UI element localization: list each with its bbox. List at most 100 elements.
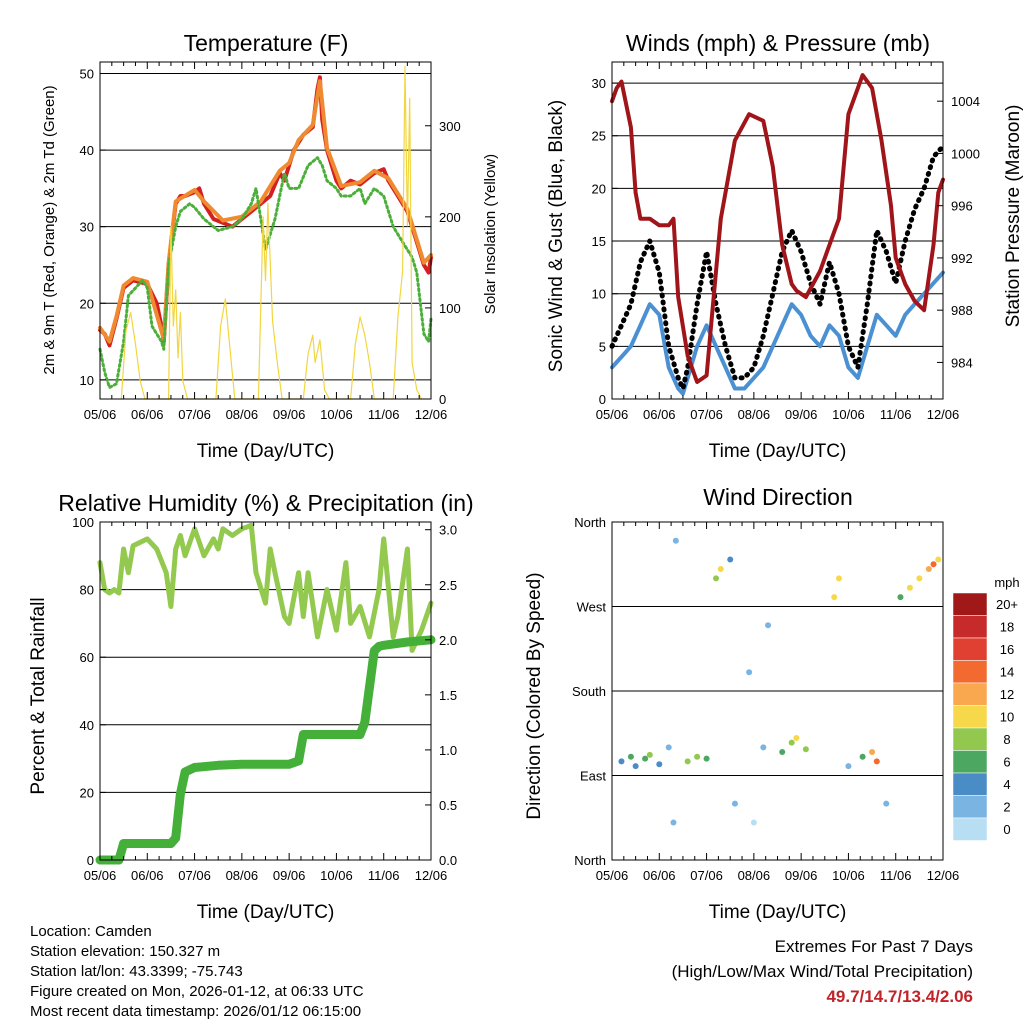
- wind_direction-ytick-label: North: [574, 853, 606, 868]
- latest-timestamp: Most recent data timestamp: 2026/01/12 0…: [30, 1003, 362, 1020]
- extremes-heading: Extremes For Past 7 Days: [774, 937, 973, 956]
- wind_direction-xtick-label: 09/06: [785, 868, 818, 883]
- wind-direction-point: [835, 575, 842, 582]
- humidity-y2tick-label: 3.0: [439, 523, 457, 538]
- humidity-ytick-label: 0: [87, 853, 94, 868]
- humidity-ytick-label: 20: [80, 785, 94, 800]
- winds-series-station-pressure: [610, 73, 945, 384]
- temperature-xtick-label: 07/06: [178, 407, 211, 422]
- speed-legend-label: 2: [1003, 800, 1010, 815]
- temperature-ytick-label: 10: [80, 373, 94, 388]
- humidity-xtick-label: 08/06: [226, 868, 259, 883]
- temperature-series-9m-t: [98, 79, 433, 344]
- humidity-y2tick-label: 1.0: [439, 743, 457, 758]
- winds-series-sonic-wind: [610, 270, 945, 396]
- extremes-box: Extremes For Past 7 Days (High/Low/Max W…: [672, 934, 973, 1009]
- humidity-xtick-label: 09/06: [273, 868, 306, 883]
- humidity-ytick-label: 100: [72, 515, 94, 530]
- extremes-values: 49.7/14.7/13.4/2.06: [826, 987, 973, 1006]
- wind_direction-title: Wind Direction: [703, 484, 853, 510]
- speed-legend-label: 20+: [996, 597, 1018, 612]
- wind-direction-point: [694, 753, 701, 760]
- wind-direction-point: [883, 800, 890, 807]
- station-location: Location: Camden: [30, 923, 152, 940]
- wind-direction-point: [627, 753, 634, 760]
- speed-legend-title: mph: [994, 575, 1019, 590]
- winds-xtick-label: 08/06: [738, 407, 771, 422]
- wind-direction-point: [897, 594, 904, 601]
- speed-legend-swatch: [952, 615, 988, 639]
- temperature-ylabel: 2m & 9m T (Red, Orange) & 2m Td (Green): [41, 85, 58, 374]
- humidity-xlabel: Time (Day/UTC): [197, 902, 335, 923]
- humidity-ytick-label: 60: [80, 650, 94, 665]
- wind-direction-point: [925, 565, 932, 572]
- humidity-xtick-label: 10/06: [320, 868, 353, 883]
- wind-direction-point: [793, 734, 800, 741]
- humidity-y2tick-label: 2.5: [439, 578, 457, 593]
- speed-legend-swatch: [952, 592, 988, 616]
- winds-ylabel: Sonic Wind & Gust (Blue, Black): [546, 100, 567, 372]
- temperature-series-2m-td: [98, 156, 433, 389]
- temperature-ytick-label: 30: [80, 220, 94, 235]
- humidity-ytick-label: 40: [80, 718, 94, 733]
- temperature-ytick-label: 40: [80, 143, 94, 158]
- speed-legend-swatch: [952, 817, 988, 841]
- temperature-title: Temperature (F): [184, 30, 349, 56]
- winds-y2tick-label: 984: [951, 355, 973, 370]
- winds-xtick-label: 07/06: [690, 407, 723, 422]
- wind-direction-point: [831, 594, 838, 601]
- wind-direction-point: [684, 758, 691, 765]
- wind-direction-point: [869, 749, 876, 756]
- humidity-xtick-label: 05/06: [84, 868, 117, 883]
- wind-direction-point: [916, 575, 923, 582]
- humidity-ylabel: Percent & Total Rainfall: [28, 597, 49, 794]
- winds-xtick-label: 10/06: [832, 407, 865, 422]
- temperature-xtick-label: 09/06: [273, 407, 306, 422]
- temperature-xtick-label: 06/06: [131, 407, 164, 422]
- winds-ytick-label: 5: [599, 339, 606, 354]
- winds-ytick-label: 10: [592, 287, 606, 302]
- winds-xtick-label: 11/06: [880, 407, 912, 422]
- temperature-y2tick-label: 100: [439, 301, 461, 316]
- temperature-y2tick-label: 200: [439, 210, 461, 225]
- wind-direction-point: [713, 575, 720, 582]
- wind-direction-point: [703, 755, 710, 762]
- wind-direction-point: [906, 584, 913, 591]
- winds-xtick-label: 09/06: [785, 407, 818, 422]
- wind-direction-point: [731, 800, 738, 807]
- speed-legend-label: 10: [1000, 710, 1014, 725]
- winds-y2tick-label: 1000: [951, 146, 980, 161]
- humidity-xtick-label: 11/06: [368, 868, 400, 883]
- speed-legend-label: 6: [1003, 755, 1010, 770]
- speed-legend-label: 4: [1003, 777, 1010, 792]
- winds-ytick-label: 30: [592, 76, 606, 91]
- wind_direction-ytick-label: East: [580, 769, 606, 784]
- station-elevation: Station elevation: 150.327 m: [30, 943, 221, 960]
- winds-xtick-label: 12/06: [927, 407, 960, 422]
- winds-ytick-label: 15: [592, 234, 606, 249]
- wind-direction-point: [672, 537, 679, 544]
- extremes-legend: (High/Low/Max Wind/Total Precipitation): [671, 962, 973, 981]
- temperature-xlabel: Time (Day/UTC): [197, 441, 335, 462]
- temperature-xtick-label: 12/06: [415, 407, 448, 422]
- winds-ytick-label: 20: [592, 181, 606, 196]
- winds-ytick-label: 25: [592, 129, 606, 144]
- wind-direction-point: [618, 758, 625, 765]
- wind-direction-point: [779, 749, 786, 756]
- speed-legend-label: 12: [1000, 687, 1014, 702]
- wind-direction-point: [646, 751, 653, 758]
- temperature-y2label: Solar Insolation (Yellow): [482, 154, 499, 314]
- wind_direction-xtick-label: 12/06: [927, 868, 960, 883]
- speed-legend-label: 14: [1000, 665, 1014, 680]
- wind-direction-point: [845, 763, 852, 770]
- winds-y2tick-label: 988: [951, 303, 973, 318]
- wind-direction-point: [642, 755, 649, 762]
- winds-y2label: Station Pressure (Maroon): [1003, 105, 1024, 328]
- speed-legend-swatch: [952, 637, 988, 661]
- humidity-xtick-label: 12/06: [415, 868, 448, 883]
- humidity-series-total-precipitation: [95, 635, 436, 865]
- speed-legend-label: 16: [1000, 642, 1014, 657]
- wind_direction-xtick-label: 07/06: [690, 868, 723, 883]
- wind-direction-point: [632, 763, 639, 770]
